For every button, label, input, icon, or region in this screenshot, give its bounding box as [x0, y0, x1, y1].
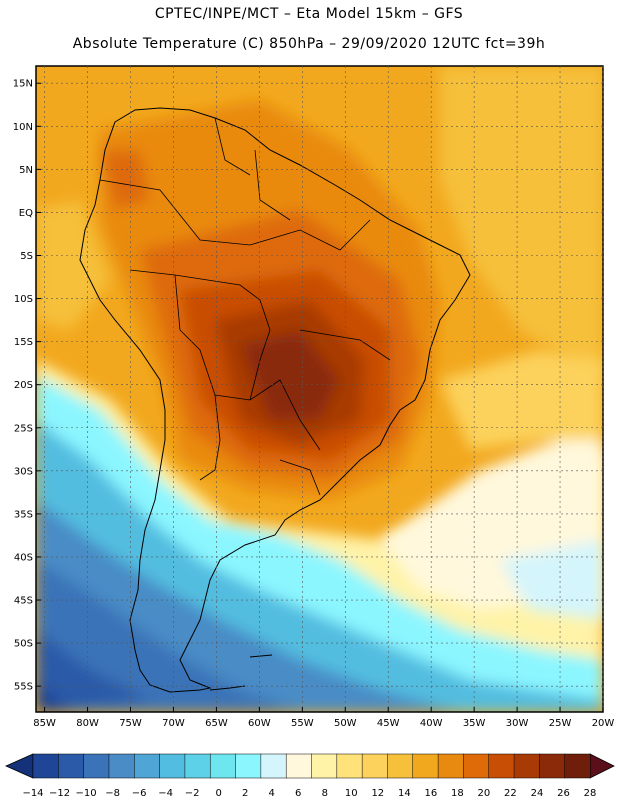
colorbar-swatch [463, 753, 490, 779]
longitude-label: 25W [549, 718, 572, 729]
chart-subtitle: Absolute Temperature (C) 850hPa – 29/09/… [72, 36, 546, 52]
colorbar-swatch [437, 753, 465, 779]
latitude-label: 10N [13, 122, 33, 133]
longitude-label: 80W [76, 718, 99, 729]
colorbar-tick-label: 20 [478, 788, 491, 799]
latitude-label: 15S [14, 337, 33, 348]
colorbar-tick-label: −4 [158, 788, 173, 799]
colorbar-swatch [564, 753, 591, 779]
longitude-label: 85W [33, 718, 56, 729]
longitude-label: 60W [248, 718, 271, 729]
colorbar-swatch [159, 753, 186, 779]
colorbar-swatch [361, 753, 389, 779]
colorbar-tick-label: 12 [371, 788, 384, 799]
colorbar-swatch [387, 753, 414, 779]
longitude-label: 70W [162, 718, 185, 729]
colorbar-swatch [488, 753, 515, 779]
colorbar-tick-label: −8 [105, 788, 120, 799]
colorbar-tick-label: 6 [295, 788, 301, 799]
latitude-label: 15N [13, 79, 33, 90]
colorbar-tick-label: −6 [132, 788, 147, 799]
colorbar-swatch [184, 753, 211, 779]
latitude-label: 25S [14, 423, 33, 434]
latitude-label: EQ [19, 208, 33, 219]
longitude-label: 35W [463, 718, 486, 729]
latitude-label: 40S [14, 552, 33, 563]
latitude-label: 10S [14, 294, 33, 305]
colorbar-over-arrow [589, 753, 615, 779]
map-frame [35, 65, 604, 713]
colorbar-tick-label: 8 [322, 788, 328, 799]
latitude-label: 5S [20, 251, 33, 262]
colorbar-swatch [58, 753, 85, 779]
colorbar-tick-label: −10 [75, 788, 96, 799]
colorbar-tick-label: 16 [424, 788, 437, 799]
latitude-label: 5N [19, 165, 33, 176]
colorbar-tick-label: 22 [504, 788, 517, 799]
colorbar-tick-label: 28 [584, 788, 597, 799]
colorbar-swatch [235, 753, 262, 779]
colorbar-swatch [285, 753, 313, 779]
latitude-axis: 15N 10N 5N EQ 5S 10S 15S 20S 25S 30S 35S 40S 45S 50S 5… [13, 79, 33, 693]
latitude-label: 20S [14, 380, 33, 391]
colorbar-swatch [32, 753, 59, 779]
colorbar-swatch [311, 753, 338, 779]
coastline [79, 107, 471, 693]
colorbar-swatch [513, 753, 541, 779]
colorbar-swatch [412, 753, 439, 779]
colorbar-tick-label: 0 [215, 788, 221, 799]
colorbar-tick-label: 14 [398, 788, 411, 799]
colorbar-tick-label: 10 [345, 788, 358, 799]
colorbar-swatch [336, 753, 363, 779]
chart-title: CPTEC/INPE/MCT – Eta Model 15km – GFS [154, 6, 464, 22]
longitude-label: 40W [420, 718, 443, 729]
graticule [36, 66, 604, 712]
temperature-field [36, 66, 603, 712]
longitude-label: 65W [205, 718, 228, 729]
colorbar-swatch [83, 753, 110, 779]
colorbar-tick-label: 18 [451, 788, 464, 799]
colorbar-swatch [134, 753, 161, 779]
latitude-label: 35S [14, 509, 33, 520]
longitude-label: 55W [291, 718, 314, 729]
colorbar-swatch [108, 753, 135, 779]
colorbar-swatch [260, 753, 287, 779]
longitude-label: 75W [119, 718, 142, 729]
latitude-label: 30S [14, 466, 33, 477]
colorbar-tick-label: −12 [49, 788, 70, 799]
colorbar-tick-label: −2 [185, 788, 200, 799]
longitude-label: 45W [377, 718, 400, 729]
colorbar-tick-label: 24 [531, 788, 544, 799]
latitude-label: 50S [14, 639, 33, 650]
colorbar-swatch [209, 753, 237, 779]
longitude-label: 20W [592, 718, 615, 729]
colorbar-tick-label: 26 [557, 788, 570, 799]
colorbar-tick-label: −14 [22, 788, 43, 799]
colorbar-tick-label: 4 [269, 788, 275, 799]
longitude-axis: 85W 80W 75W 70W 65W 60W 55W 50W 45W 40W 35W 30W 25W 2… [33, 718, 614, 729]
colorbar-swatch [539, 753, 566, 779]
country-borders [99, 117, 391, 496]
longitude-label: 30W [506, 718, 529, 729]
colorbar-under-arrow [5, 753, 34, 779]
latitude-label: 55S [14, 682, 33, 693]
colorbar: −14 −12 −10 −8 −6 −4 −2 0 2 4 6 8 10 12 14 16 18 20 22 24 26… [5, 753, 615, 799]
longitude-label: 50W [334, 718, 357, 729]
colorbar-tick-label: 2 [242, 788, 248, 799]
latitude-label: 45S [14, 596, 33, 607]
